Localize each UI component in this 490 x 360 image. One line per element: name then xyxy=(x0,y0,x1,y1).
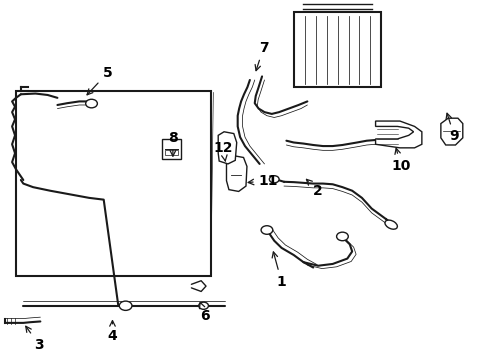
Text: 1: 1 xyxy=(272,252,287,289)
Text: 8: 8 xyxy=(168,131,178,156)
Text: 9: 9 xyxy=(446,113,459,143)
Text: 6: 6 xyxy=(199,302,210,323)
Bar xyxy=(165,150,178,155)
Circle shape xyxy=(270,176,279,183)
Bar xyxy=(294,12,381,87)
Text: 12: 12 xyxy=(213,141,233,161)
Bar xyxy=(162,139,181,158)
Polygon shape xyxy=(441,118,463,145)
Text: 11: 11 xyxy=(248,174,278,188)
Text: 2: 2 xyxy=(306,179,323,198)
Polygon shape xyxy=(218,132,237,164)
Text: 5: 5 xyxy=(87,66,113,95)
Text: 3: 3 xyxy=(26,326,44,352)
Circle shape xyxy=(119,301,132,310)
Ellipse shape xyxy=(385,220,397,229)
Text: 7: 7 xyxy=(255,41,269,71)
Circle shape xyxy=(337,232,348,241)
Polygon shape xyxy=(226,156,247,192)
Polygon shape xyxy=(375,121,422,148)
Circle shape xyxy=(199,302,208,309)
Bar xyxy=(16,91,211,276)
Text: 4: 4 xyxy=(108,321,117,343)
Text: 10: 10 xyxy=(391,148,411,173)
Circle shape xyxy=(86,99,98,108)
Circle shape xyxy=(261,226,273,234)
